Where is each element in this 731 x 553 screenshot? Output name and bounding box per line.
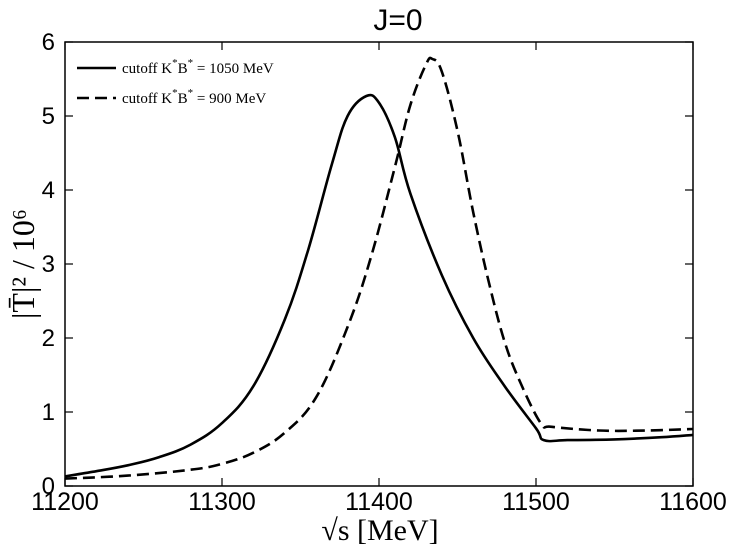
x-tick-label: 11300 [188, 488, 256, 516]
y-axis-label: |T̄|² / 10⁶ [5, 209, 41, 319]
y-tick-label: 5 [42, 103, 55, 130]
plot-area: 11200 11300 11400 11500 11600 0 1 2 3 4 5 6 [31, 29, 727, 516]
x-tick-label: 11400 [345, 488, 413, 516]
y-tick-label: 6 [42, 29, 55, 56]
x-axis-label: √s [MeV] [321, 514, 438, 547]
axis-ticks: 11200 11300 11400 11500 11600 0 1 2 3 4 5 6 [31, 29, 727, 516]
legend: cutoff K*B* = 1050 MeV cutoff K*B* = 900 … [77, 57, 274, 107]
y-tick-label: 3 [42, 251, 55, 278]
series-line-2 [64, 56, 694, 480]
chart-title: J=0 [373, 4, 422, 37]
x-tick-label: 11200 [31, 488, 99, 516]
x-tick-label: 11600 [659, 488, 727, 516]
x-tick-label: 11500 [502, 488, 570, 516]
legend-label-1: cutoff K*B* = 1050 MeV [122, 57, 274, 77]
plot-frame [64, 41, 694, 487]
y-tick-label: 1 [42, 399, 55, 426]
y-tick-label: 4 [42, 177, 55, 204]
y-tick-label: 0 [42, 473, 55, 500]
series-line-1 [64, 93, 694, 478]
series-layer [64, 56, 694, 480]
legend-label-2: cutoff K*B* = 900 MeV [122, 87, 266, 107]
y-tick-label: 2 [42, 325, 55, 352]
